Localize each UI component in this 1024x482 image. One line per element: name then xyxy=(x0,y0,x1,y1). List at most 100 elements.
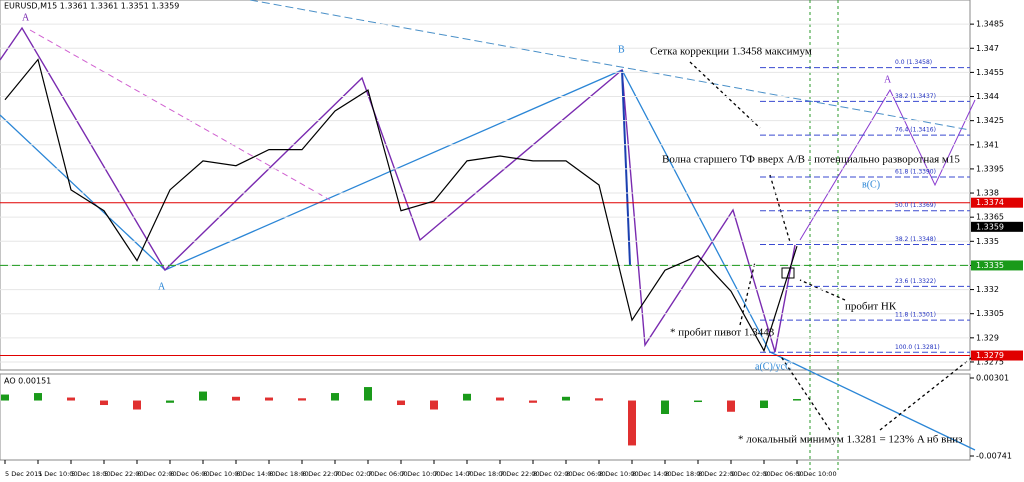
marker-box xyxy=(781,267,795,279)
x-tick-label: 5 Dec 18:00 xyxy=(71,470,111,478)
x-tick-label: 8 Dec 14:00 xyxy=(632,470,672,478)
fib-label: 100.0 (1.3281) xyxy=(895,344,940,351)
trend-line xyxy=(249,0,971,131)
ao-bar xyxy=(595,398,603,401)
ao-bar xyxy=(298,398,306,401)
y-tick-label: 1.338 xyxy=(976,189,999,198)
y-tick-label: 1.335 xyxy=(976,237,999,246)
arrow xyxy=(739,261,756,326)
annotation: пробит НК xyxy=(845,301,897,313)
x-tick-label: 7 Dec 10:00 xyxy=(401,470,441,478)
ao-bar xyxy=(232,396,240,401)
level-label: 1.3335 xyxy=(976,261,1004,270)
x-tick-label: 8 Dec 06:00 xyxy=(566,470,606,478)
annotation: * локальный минимум 1.3281 = 123% A нб в… xyxy=(738,434,962,446)
ao-tick-label: 0.00301 xyxy=(976,374,1009,383)
current-price: 1.3359 xyxy=(976,222,1004,231)
ao-bar xyxy=(463,393,471,401)
fib-label: 23.6 (1.3322) xyxy=(895,278,936,285)
y-tick-label: 1.3425 xyxy=(976,116,1004,125)
x-tick-label: 5 Dec 2011 xyxy=(5,470,42,478)
ao-bar xyxy=(562,396,570,401)
x-tick-label: 6 Dec 18:00 xyxy=(269,470,309,478)
ao-pane xyxy=(0,373,971,461)
wave-line-dark xyxy=(621,69,631,266)
annotation: A xyxy=(158,281,166,292)
y-tick-label: 1.3275 xyxy=(976,357,1004,366)
x-tick-label: 9 Dec 02:00 xyxy=(731,470,771,478)
fib-label: 0.0 (1.3458) xyxy=(895,59,932,66)
x-tick-label: 6 Dec 10:00 xyxy=(203,470,243,478)
x-tick-label: 8 Dec 10:00 xyxy=(599,470,639,478)
ao-bar xyxy=(100,400,108,406)
ao-bar xyxy=(628,400,636,446)
y-tick-label: 1.3455 xyxy=(976,68,1004,77)
fib-label: 11.8 (1.3301) xyxy=(895,312,936,319)
ao-bar xyxy=(430,400,438,410)
ao-bar xyxy=(694,400,702,403)
level-label: 1.3374 xyxy=(976,198,1004,207)
ao-bar xyxy=(1,394,9,401)
y-tick-label: 1.341 xyxy=(976,140,999,149)
x-tick-label: 8 Dec 02:00 xyxy=(533,470,573,478)
y-tick-label: 1.347 xyxy=(976,44,999,53)
x-tick-label: 5 Dec 10:00 xyxy=(38,470,78,478)
x-tick-label: 7 Dec 22:00 xyxy=(500,470,540,478)
level-label-bg xyxy=(971,260,1023,271)
fib-label: 76.4 (1.3416) xyxy=(895,127,936,134)
y-tick-label: 1.329 xyxy=(976,333,999,342)
arrow xyxy=(879,354,976,431)
ao-bar xyxy=(133,400,141,410)
wave-lines xyxy=(0,0,976,451)
ao-bar xyxy=(793,399,801,401)
ao-bar xyxy=(727,400,735,412)
ao-bar xyxy=(166,400,174,403)
level-label: 1.3279 xyxy=(976,351,1004,360)
ao-bar xyxy=(67,397,75,401)
x-tick-label: 8 Dec 22:00 xyxy=(698,470,738,478)
x-tick-label: 5 Dec 22:00 xyxy=(104,470,144,478)
x-tick-label: 9 Dec 10:00 xyxy=(797,470,837,478)
ao-title: AO 0.00151 xyxy=(4,377,51,386)
x-tick-label: 8 Dec 18:00 xyxy=(665,470,705,478)
fib-label: 61.8 (1.3390) xyxy=(895,168,936,175)
price-line xyxy=(4,58,798,353)
x-tick-label: 6 Dec 14:00 xyxy=(236,470,276,478)
fib-label: 50.0 (1.3369) xyxy=(895,202,936,209)
y-tick-label: 1.3305 xyxy=(976,309,1004,318)
x-tick-label: 7 Dec 06:00 xyxy=(368,470,408,478)
x-tick-label: 7 Dec 18:00 xyxy=(467,470,507,478)
y-tick-label: 1.3395 xyxy=(976,164,1004,173)
ao-bar xyxy=(265,397,273,401)
current-price-bg xyxy=(971,221,1023,232)
level-label-bg xyxy=(971,350,1023,361)
level-label-bg xyxy=(971,197,1023,208)
ao-bar xyxy=(199,391,207,401)
x-tick-label: 6 Dec 22:00 xyxy=(302,470,342,478)
annotation: A xyxy=(884,74,892,85)
annotation: a(C)/усС xyxy=(755,361,792,372)
ao-bar xyxy=(397,400,405,406)
y-tick-label: 1.3485 xyxy=(976,20,1004,29)
ao-bar xyxy=(661,400,669,415)
x-tick-label: 6 Dec 02:00 xyxy=(137,470,177,478)
annotation: A xyxy=(22,12,30,23)
ao-tick-label: -0.00741 xyxy=(976,452,1012,461)
x-tick-label: 7 Dec 02:00 xyxy=(335,470,375,478)
fib-label: 38.2 (1.3348) xyxy=(895,236,936,243)
y-tick-label: 1.344 xyxy=(976,92,999,101)
ao-bar xyxy=(529,400,537,403)
ao-bar xyxy=(496,397,504,401)
x-tick-label: 7 Dec 14:00 xyxy=(434,470,474,478)
y-tick-label: 1.3365 xyxy=(976,213,1004,222)
chart-title: EURUSD,M15 1.3361 1.3361 1.3351 1.3359 xyxy=(4,2,179,11)
x-tick-label: 6 Dec 06:00 xyxy=(170,470,210,478)
annotation: в(C) xyxy=(862,179,880,190)
ao-bar xyxy=(34,393,42,401)
x-tick-label: 9 Dec 06:00 xyxy=(764,470,804,478)
annotation: Волна старшего ТФ вверх А/В - потенциаль… xyxy=(662,154,960,166)
annotation: B xyxy=(618,44,625,55)
projection xyxy=(799,88,976,241)
arrow xyxy=(689,61,761,129)
